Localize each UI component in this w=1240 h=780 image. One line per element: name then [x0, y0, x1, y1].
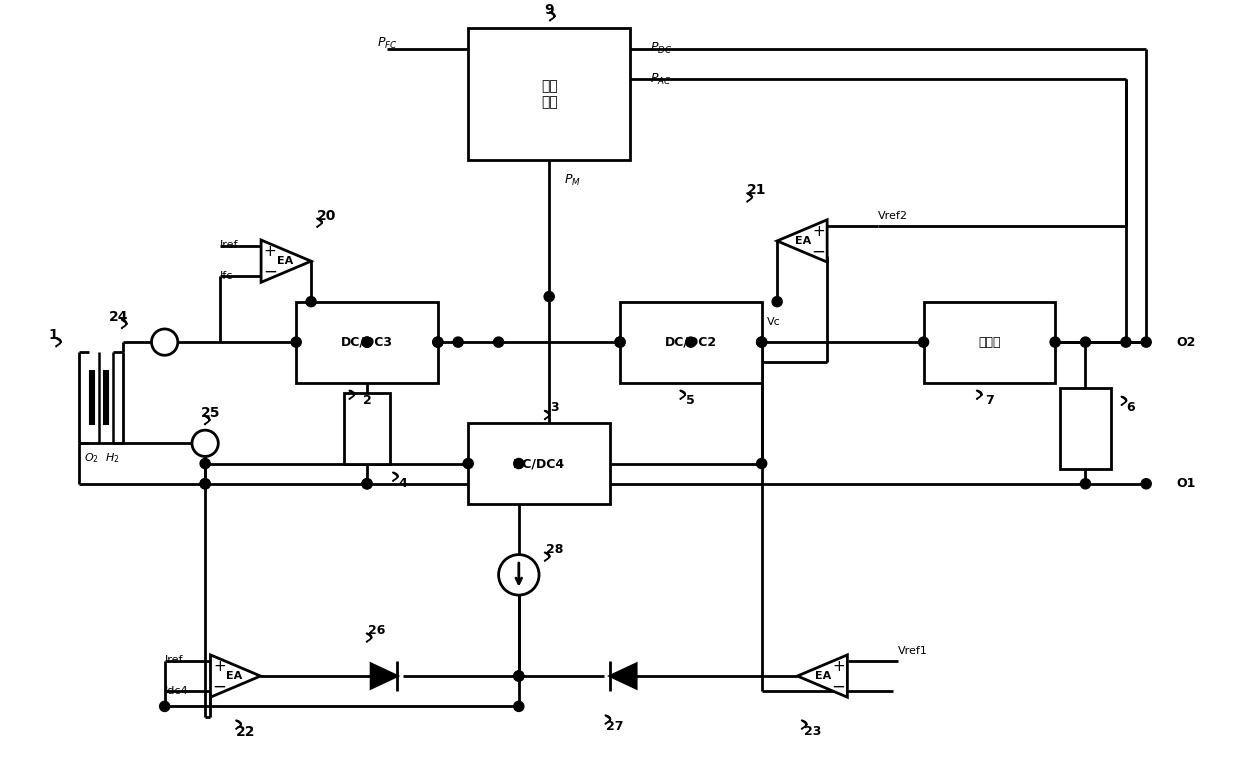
Text: +: +: [264, 244, 277, 259]
Circle shape: [513, 671, 523, 681]
Circle shape: [433, 337, 443, 347]
Text: DC/DC3: DC/DC3: [341, 335, 393, 349]
Circle shape: [919, 337, 929, 347]
Bar: [296, 302, 438, 383]
Text: −: −: [811, 243, 826, 261]
Circle shape: [362, 337, 372, 347]
Text: −: −: [832, 678, 846, 696]
Text: +: +: [213, 659, 226, 674]
Text: 22: 22: [236, 725, 255, 739]
Text: DC/DC4: DC/DC4: [513, 457, 565, 470]
Text: 24: 24: [109, 310, 129, 324]
Circle shape: [513, 671, 523, 681]
Polygon shape: [610, 664, 636, 688]
Circle shape: [773, 296, 782, 307]
Text: 28: 28: [546, 543, 563, 556]
Text: Vref1: Vref1: [898, 646, 929, 656]
Text: 26: 26: [368, 624, 386, 637]
Bar: [469, 423, 610, 504]
Text: 2: 2: [362, 395, 372, 407]
Text: −: −: [212, 678, 226, 696]
Text: 25: 25: [201, 406, 219, 420]
Text: 1: 1: [48, 328, 58, 342]
Text: Vref2: Vref2: [878, 211, 908, 221]
Circle shape: [433, 337, 443, 347]
Text: $H_2$: $H_2$: [105, 452, 119, 466]
Circle shape: [464, 459, 474, 469]
Polygon shape: [211, 655, 260, 697]
Circle shape: [756, 459, 766, 469]
Text: +: +: [832, 659, 844, 674]
Bar: [345, 392, 389, 463]
Text: +: +: [812, 224, 825, 239]
Polygon shape: [777, 220, 827, 262]
Text: 20: 20: [317, 208, 336, 222]
Circle shape: [453, 337, 464, 347]
Text: 9: 9: [544, 3, 554, 17]
Text: Iref: Iref: [165, 655, 184, 665]
Text: 4: 4: [398, 477, 407, 491]
Text: Ifc: Ifc: [221, 271, 233, 282]
Circle shape: [756, 337, 766, 347]
Text: EA: EA: [227, 671, 243, 681]
Text: 3: 3: [549, 402, 558, 414]
Text: EA: EA: [277, 256, 293, 266]
Circle shape: [200, 479, 211, 489]
Circle shape: [1141, 479, 1151, 489]
Polygon shape: [262, 240, 311, 282]
Text: −: −: [263, 263, 277, 281]
Text: $P_{DC}$: $P_{DC}$: [650, 41, 673, 56]
Bar: [620, 302, 761, 383]
Circle shape: [494, 337, 503, 347]
Text: 23: 23: [804, 725, 821, 738]
Text: 功率
监控: 功率 监控: [541, 79, 558, 109]
Circle shape: [615, 337, 625, 347]
Circle shape: [362, 337, 372, 347]
Polygon shape: [797, 655, 847, 697]
Circle shape: [513, 701, 523, 711]
Text: DC/DC2: DC/DC2: [665, 335, 717, 349]
Circle shape: [1121, 337, 1131, 347]
Text: EA: EA: [795, 236, 811, 246]
Text: Vc: Vc: [766, 317, 780, 327]
Circle shape: [513, 459, 523, 469]
Text: $O_2$: $O_2$: [84, 452, 99, 466]
Circle shape: [756, 337, 766, 347]
Text: 27: 27: [606, 720, 624, 733]
Circle shape: [151, 329, 177, 355]
Circle shape: [200, 459, 211, 469]
Circle shape: [192, 430, 218, 456]
Text: O1: O1: [1177, 477, 1195, 491]
Circle shape: [1080, 479, 1090, 489]
Circle shape: [160, 701, 170, 711]
Circle shape: [362, 479, 372, 489]
Circle shape: [291, 337, 301, 347]
Circle shape: [200, 479, 211, 489]
Text: $P_{AC}$: $P_{AC}$: [650, 72, 672, 87]
Text: $P_{FC}$: $P_{FC}$: [377, 36, 398, 51]
Text: Idc4: Idc4: [165, 686, 188, 697]
Circle shape: [544, 292, 554, 302]
Circle shape: [306, 296, 316, 307]
Circle shape: [686, 337, 696, 347]
Bar: [469, 28, 630, 160]
Text: O2: O2: [1177, 335, 1195, 349]
Bar: [1060, 388, 1111, 469]
Circle shape: [1141, 337, 1151, 347]
Text: 7: 7: [985, 395, 993, 407]
Circle shape: [1050, 337, 1060, 347]
Text: EA: EA: [815, 671, 832, 681]
Text: 6: 6: [1127, 402, 1136, 414]
Circle shape: [498, 555, 539, 595]
Circle shape: [615, 337, 625, 347]
Polygon shape: [371, 664, 397, 688]
Text: 5: 5: [687, 395, 696, 407]
Bar: [924, 302, 1055, 383]
Circle shape: [362, 479, 372, 489]
Text: 逆变器: 逆变器: [978, 335, 1001, 349]
Text: $P_M$: $P_M$: [564, 172, 582, 188]
Circle shape: [1080, 337, 1090, 347]
Text: Iref: Iref: [221, 240, 239, 250]
Text: 21: 21: [746, 183, 766, 197]
